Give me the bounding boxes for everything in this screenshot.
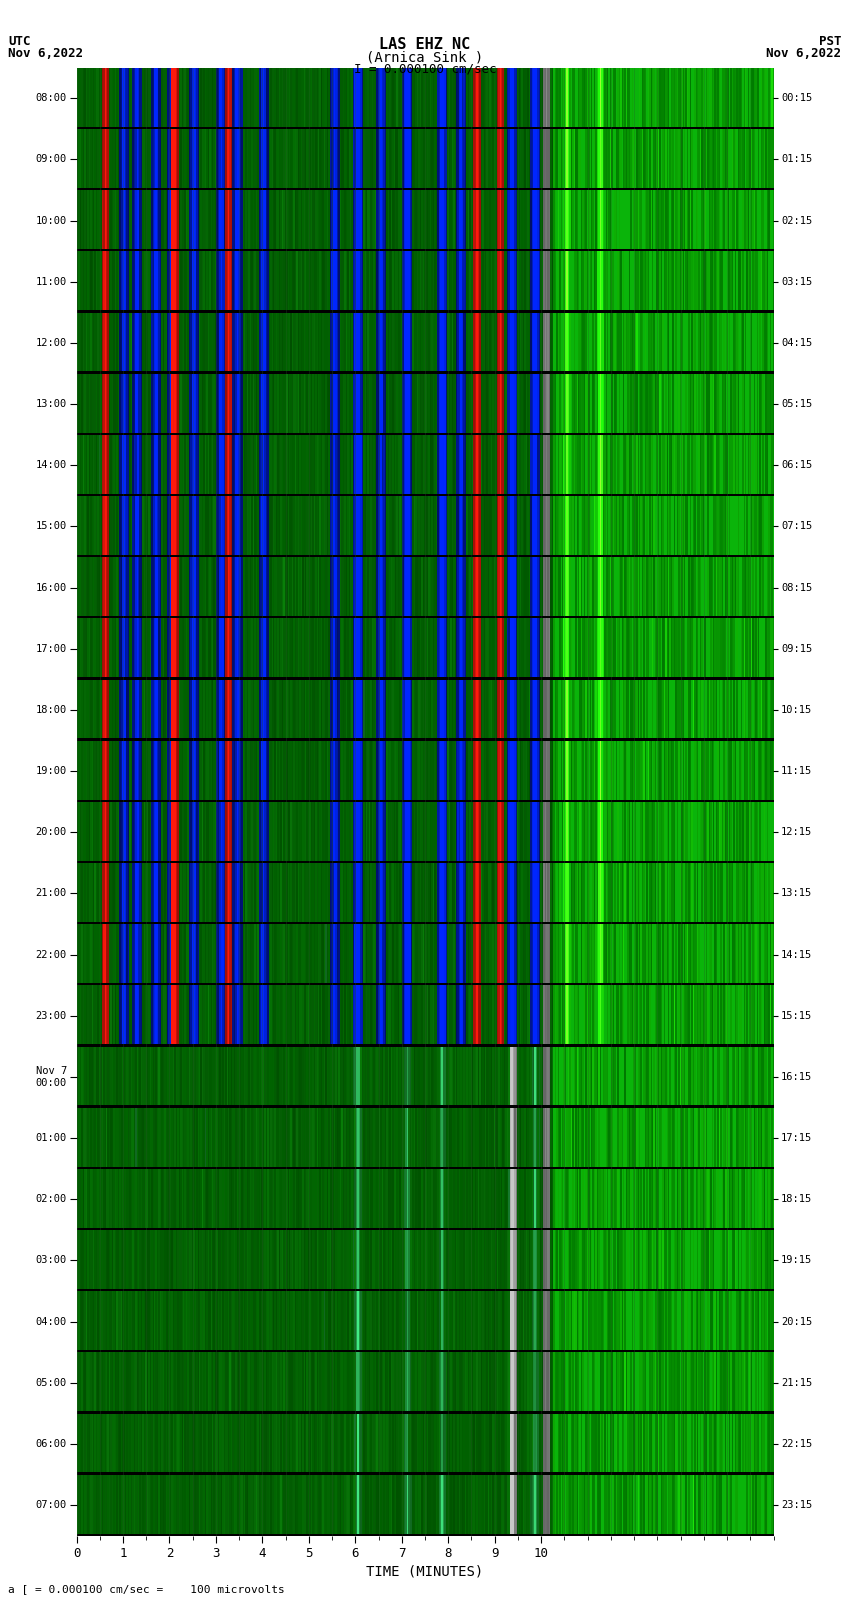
Text: Nov 6,2022: Nov 6,2022 <box>8 47 83 60</box>
Text: a [ = 0.000100 cm/sec =    100 microvolts: a [ = 0.000100 cm/sec = 100 microvolts <box>8 1584 286 1594</box>
Text: PST: PST <box>819 35 842 48</box>
Text: (Arnica Sink ): (Arnica Sink ) <box>366 50 484 65</box>
Text: I = 0.000100 cm/sec: I = 0.000100 cm/sec <box>354 63 496 76</box>
Text: LAS EHZ NC: LAS EHZ NC <box>379 37 471 52</box>
Text: Nov 6,2022: Nov 6,2022 <box>767 47 842 60</box>
X-axis label: TIME (MINUTES): TIME (MINUTES) <box>366 1565 484 1579</box>
Text: UTC: UTC <box>8 35 31 48</box>
